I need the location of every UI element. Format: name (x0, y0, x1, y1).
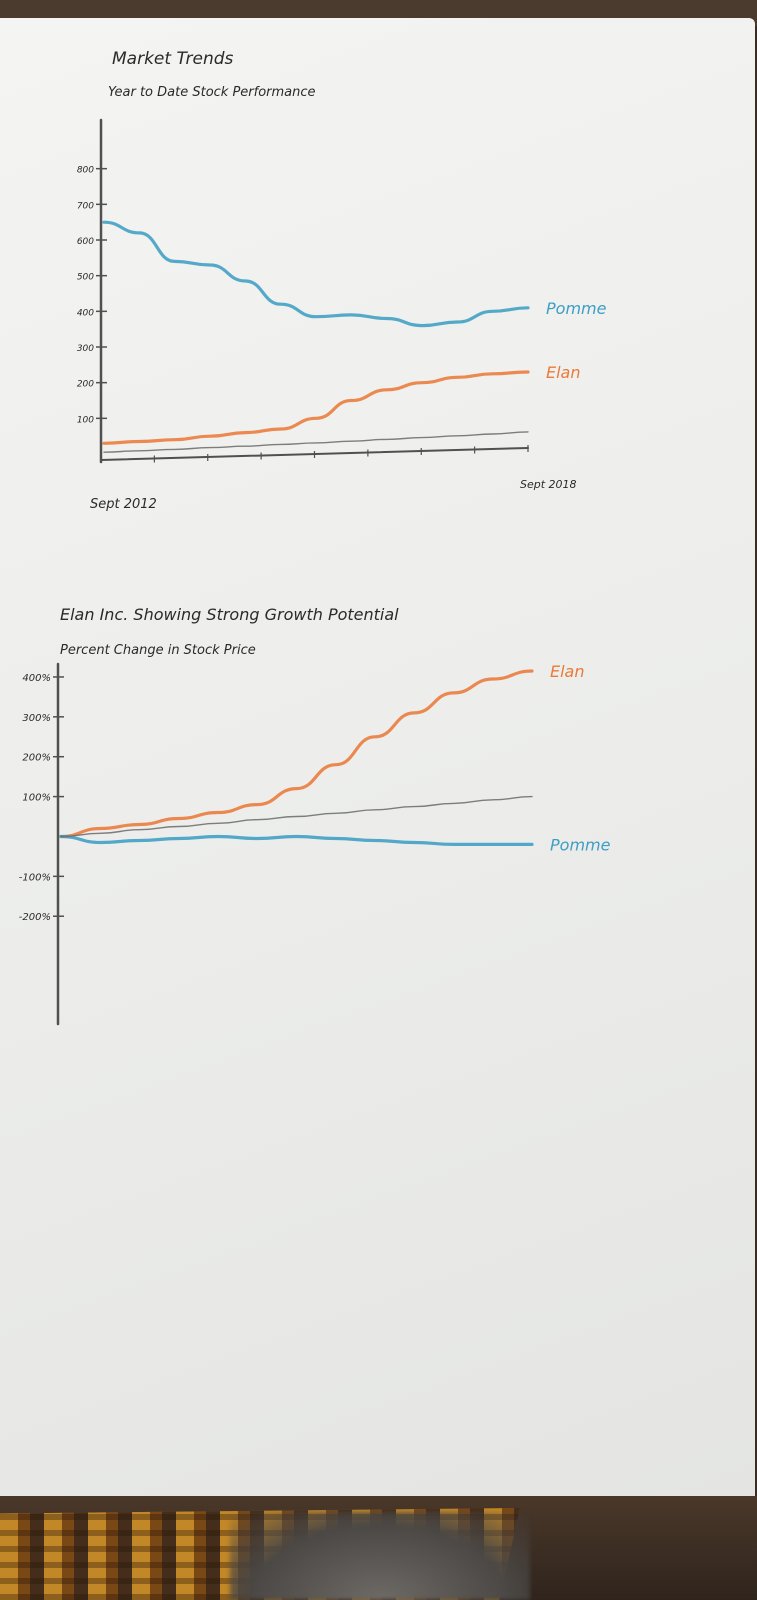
chart1-x-start-label: Sept 2012 (90, 497, 157, 512)
paper-sheet (0, 18, 755, 1496)
c2-y-tick-label: 300% (22, 713, 51, 724)
c1-series-pomme-line (102, 220, 530, 328)
chart1-title: Market Trends (112, 49, 234, 69)
c1-y-tick-label: 200 (77, 380, 94, 390)
c2-y-tick-label: 400% (22, 673, 51, 684)
c1-y-tick-label: 800 (77, 166, 94, 176)
fur-rug (230, 1512, 530, 1600)
c1-y-tick-label: 500 (77, 273, 94, 283)
market-trends-chart: Market Trends Year to Date Stock Perform… (77, 49, 607, 512)
chart2-title: Elan Inc. Showing Strong Growth Potentia… (60, 605, 399, 624)
c2-y-tick-label: -100% (19, 872, 51, 883)
c2-y-tick-label: 200% (22, 753, 51, 764)
chart1-x-end-label: Sept 2018 (520, 478, 577, 491)
c2-series-elan-line (59, 669, 534, 839)
c2-series-label-elan: Elan (550, 662, 585, 681)
c2-series-pomme-line (59, 834, 534, 846)
c1-y-tick-label: 700 (77, 201, 94, 211)
c1-y-tick-label: 600 (77, 237, 94, 247)
c2-series-label-pomme: Pomme (550, 835, 611, 854)
c1-reference-line (103, 431, 529, 453)
c1-series-elan-line (102, 370, 530, 445)
c2-reference-line (60, 795, 533, 838)
c2-y-tick-label: 100% (22, 793, 51, 804)
c1-y-tick-label: 100 (77, 415, 94, 425)
chart1-subtitle: Year to Date Stock Performance (108, 85, 316, 100)
chart2-subtitle: Percent Change in Stock Price (60, 643, 256, 658)
c1-series-label-pomme: Pomme (546, 299, 607, 318)
c1-series-label-elan: Elan (546, 363, 581, 382)
c1-y-tick-label: 400 (77, 308, 94, 318)
elan-growth-chart: Elan Inc. Showing Strong Growth Potentia… (19, 605, 611, 1026)
c2-y-tick-label: -200% (19, 912, 51, 923)
c1-y-tick-label: 300 (77, 344, 94, 354)
